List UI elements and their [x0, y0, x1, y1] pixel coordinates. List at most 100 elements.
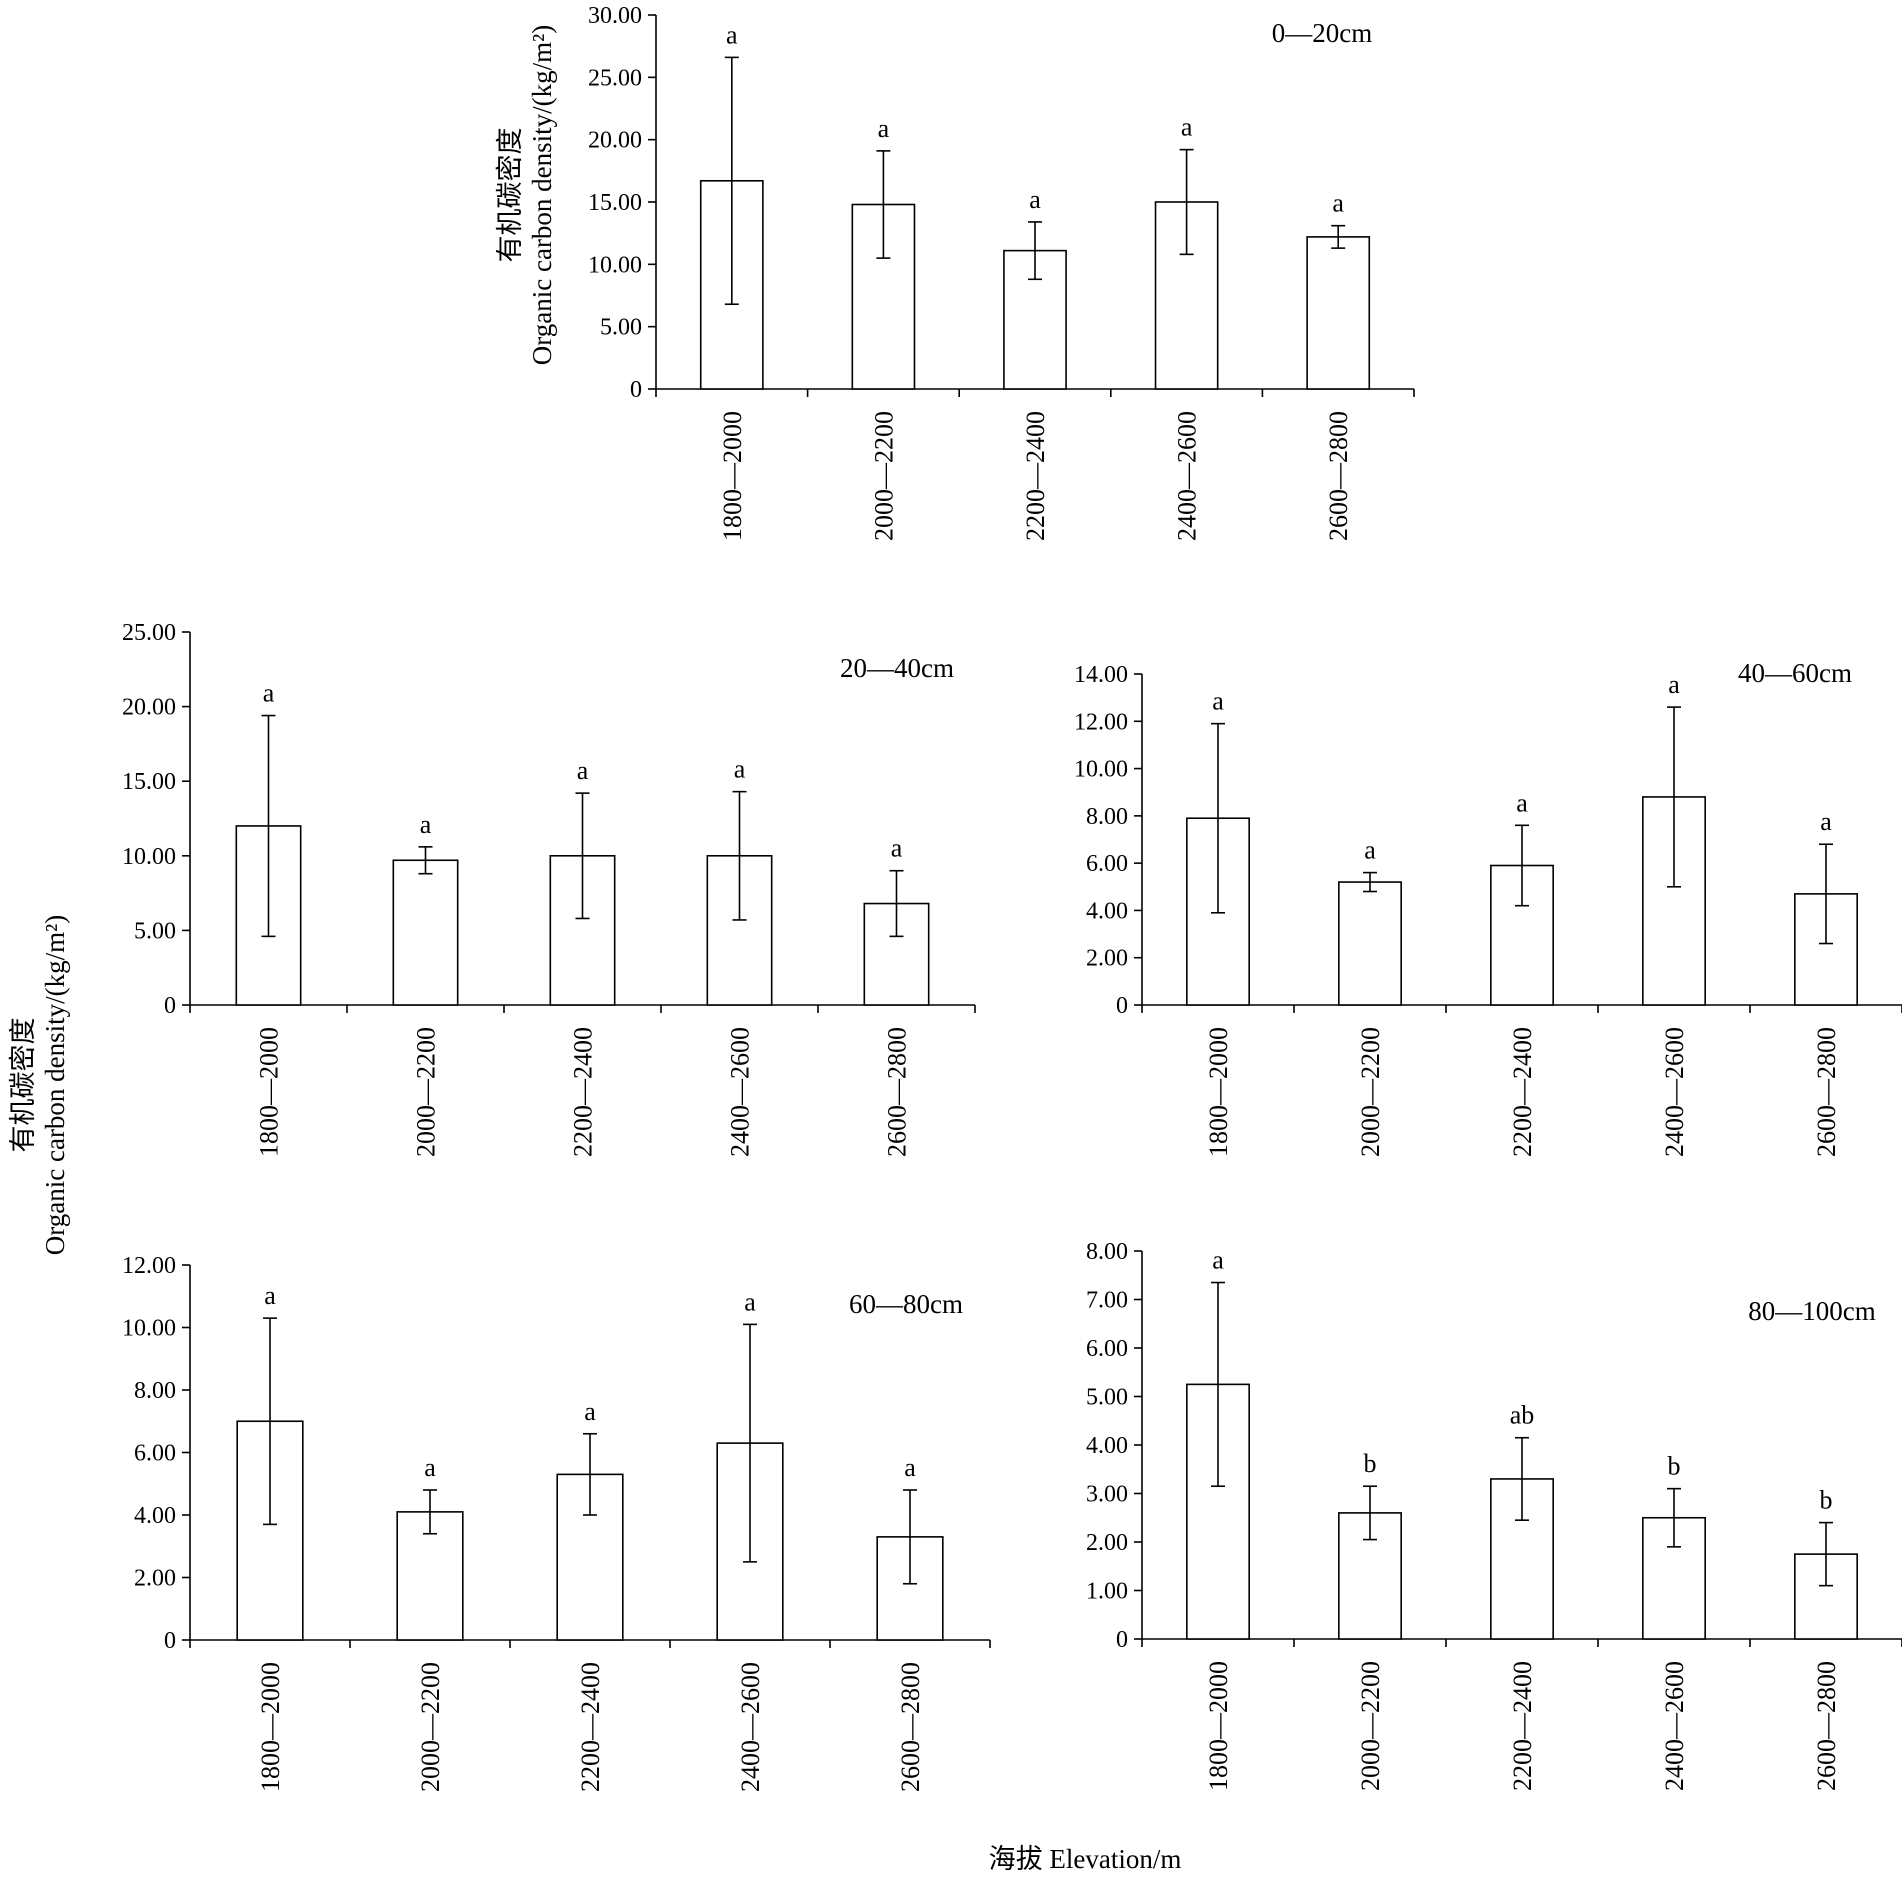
panel-1-xtick-label: 2000—2200	[412, 1027, 441, 1157]
panel-2-ytick-label: 14.00	[1074, 662, 1128, 688]
panel-3-ytick-label: 10.00	[122, 1316, 176, 1342]
panel-4-xtick-label: 2400—2600	[1660, 1661, 1689, 1791]
panel-4-xtick-label: 2000—2200	[1356, 1661, 1385, 1791]
panel-0-xtick-label: 2600—2800	[1324, 411, 1353, 541]
panel-4-ytick-label: 6.00	[1086, 1336, 1128, 1362]
panel-1-ytick-label: 10.00	[122, 844, 176, 870]
panel-2-ytick-label: 2.00	[1086, 946, 1128, 972]
panel-4-xtick-label: 1800—2000	[1204, 1661, 1233, 1791]
panel-3-xtick-label: 1800—2000	[256, 1662, 285, 1792]
panel-3-ytick-label: 0	[164, 1628, 176, 1654]
panel-0-xtick-label: 2200—2400	[1021, 411, 1050, 541]
panel-4-significance-letter: ab	[1510, 1401, 1535, 1430]
shared-ylabel-line1: 有机碳密度	[8, 1018, 38, 1153]
panel-2-ytick-label: 8.00	[1086, 804, 1128, 830]
panel-4-significance-letter: b	[1820, 1486, 1833, 1515]
panel-0-significance-letter: a	[878, 114, 890, 143]
panel-2-significance-letter: a	[1668, 670, 1680, 699]
panel-3-bar	[556, 1473, 624, 1641]
panel-0-xtick-label: 1800—2000	[718, 411, 747, 541]
panel-4-xtick-label: 2200—2400	[1508, 1661, 1537, 1791]
panel-4-ytick-label: 2.00	[1086, 1530, 1128, 1556]
panel-2-ytick-label: 6.00	[1086, 851, 1128, 877]
panel-2-significance-letter: a	[1516, 788, 1528, 817]
panel-0-significance-letter: a	[1181, 113, 1193, 142]
panel-3-ytick-label: 8.00	[134, 1378, 176, 1404]
panel-0-xtick-label: 2400—2600	[1173, 411, 1202, 541]
panel-0-ytick-label: 0	[630, 377, 642, 403]
panel-1: 0 5.00 10.00 15.00 20.00 25.00 a 1800—2000 a 2000…	[122, 620, 976, 1157]
panel-0-ytick-label: 10.00	[588, 252, 642, 278]
panel-1-xtick-label: 2600—2800	[883, 1027, 912, 1157]
panel-0-significance-letter: a	[726, 20, 738, 49]
panel-2-xtick-label: 2000—2200	[1356, 1027, 1385, 1157]
panel-0-significance-letter: a	[1332, 189, 1344, 218]
panel-2-ytick-label: 4.00	[1086, 898, 1128, 924]
panel-2-ytick-label: 0	[1116, 993, 1128, 1019]
shared-ylabel: 有机碳密度 Organic carbon density/(kg/m²)	[8, 915, 70, 1256]
panel-3-significance-letter: a	[744, 1287, 756, 1316]
panel-4-significance-letter: b	[1364, 1449, 1377, 1478]
panel-4-significance-letter: a	[1212, 1246, 1224, 1275]
panel-4-depth-label: 80—100cm	[1748, 1296, 1876, 1326]
panel-1-ytick-label: 20.00	[122, 695, 176, 721]
panel-4-ytick-label: 3.00	[1086, 1482, 1128, 1508]
panel-4-ytick-label: 4.00	[1086, 1433, 1128, 1459]
panel-0-bar	[1306, 236, 1371, 390]
panel-3-xtick-label: 2400—2600	[736, 1662, 765, 1792]
panel-0-xtick-label: 2000—2200	[869, 411, 898, 541]
panel-2-xtick-label: 1800—2000	[1204, 1027, 1233, 1157]
panel-2-bar	[1338, 881, 1402, 1006]
panel-3-ytick-label: 2.00	[134, 1566, 176, 1592]
panel-1-ytick-label: 0	[164, 993, 176, 1019]
panel-2-significance-letter: a	[1364, 836, 1376, 865]
panel-4-ytick-label: 1.00	[1086, 1579, 1128, 1605]
panel-2-xtick-label: 2600—2800	[1812, 1027, 1841, 1157]
panel-4-ytick-label: 8.00	[1086, 1239, 1128, 1265]
panel-3-xtick-label: 2200—2400	[576, 1662, 605, 1792]
panel-2-xtick-label: 2400—2600	[1660, 1027, 1689, 1157]
panel-0-ytick-label: 20.00	[588, 128, 642, 154]
panel-3-ytick-label: 6.00	[134, 1441, 176, 1467]
panel-1-significance-letter: a	[891, 834, 903, 863]
panel-3-significance-letter: a	[264, 1281, 276, 1310]
panel-0-ytick-label: 25.00	[588, 65, 642, 91]
panel-1-depth-label: 20—40cm	[840, 653, 954, 683]
panel-0-ytick-label: 30.00	[588, 3, 642, 29]
panel-2-significance-letter: a	[1212, 687, 1224, 716]
panel-1-bar	[392, 859, 459, 1006]
panel-3-ytick-label: 12.00	[122, 1253, 176, 1279]
panel-0-ylabel-line1: 有机碳密度	[495, 128, 525, 263]
panel-3-significance-letter: a	[904, 1453, 916, 1482]
panel-0-ylabel: 有机碳密度 Organic carbon density/(kg/m²)	[495, 25, 557, 366]
panel-3-significance-letter: a	[424, 1453, 436, 1482]
panel-2-depth-label: 40—60cm	[1738, 658, 1852, 688]
panel-4-xtick-label: 2600—2800	[1812, 1661, 1841, 1791]
panel-2-significance-letter: a	[1820, 807, 1832, 836]
panel-0-ytick-label: 5.00	[600, 315, 642, 341]
panel-0-depth-label: 0—20cm	[1272, 18, 1373, 48]
panel-2-ytick-label: 12.00	[1074, 709, 1128, 735]
panel-1-significance-letter: a	[577, 756, 589, 785]
panel-3: 0 2.00 4.00 6.00 8.00 10.00 12.00 a 1800—2000 a 20…	[122, 1253, 991, 1792]
panel-3-significance-letter: a	[584, 1397, 596, 1426]
panel-1-xtick-label: 2200—2400	[569, 1027, 598, 1157]
panel-0-significance-letter: a	[1029, 185, 1041, 214]
panel-2-xtick-label: 2200—2400	[1508, 1027, 1537, 1157]
panel-2: 0 2.00 4.00 6.00 8.00 10.00 12.00 14.00 a 1800—20…	[1074, 658, 1902, 1157]
panel-4-significance-letter: b	[1668, 1452, 1681, 1481]
panel-1-xtick-label: 1800—2000	[255, 1027, 284, 1157]
panel-4-ytick-label: 0	[1116, 1627, 1128, 1653]
panel-1-ytick-label: 25.00	[122, 620, 176, 646]
panel-4-ytick-label: 7.00	[1086, 1288, 1128, 1314]
panel-0-ytick-label: 15.00	[588, 190, 642, 216]
panel-1-significance-letter: a	[263, 679, 275, 708]
panel-3-xtick-label: 2000—2200	[416, 1662, 445, 1792]
panel-1-significance-letter: a	[734, 755, 746, 784]
panel-3-xtick-label: 2600—2800	[896, 1662, 925, 1792]
panel-0: 0 5.00 10.00 15.00 20.00 25.00 30.00 a 1800—2000…	[588, 3, 1415, 541]
panel-1-ytick-label: 5.00	[134, 918, 176, 944]
shared-xlabel: 海拔 Elevation/m	[989, 1844, 1182, 1874]
panel-1-ytick-label: 15.00	[122, 769, 176, 795]
